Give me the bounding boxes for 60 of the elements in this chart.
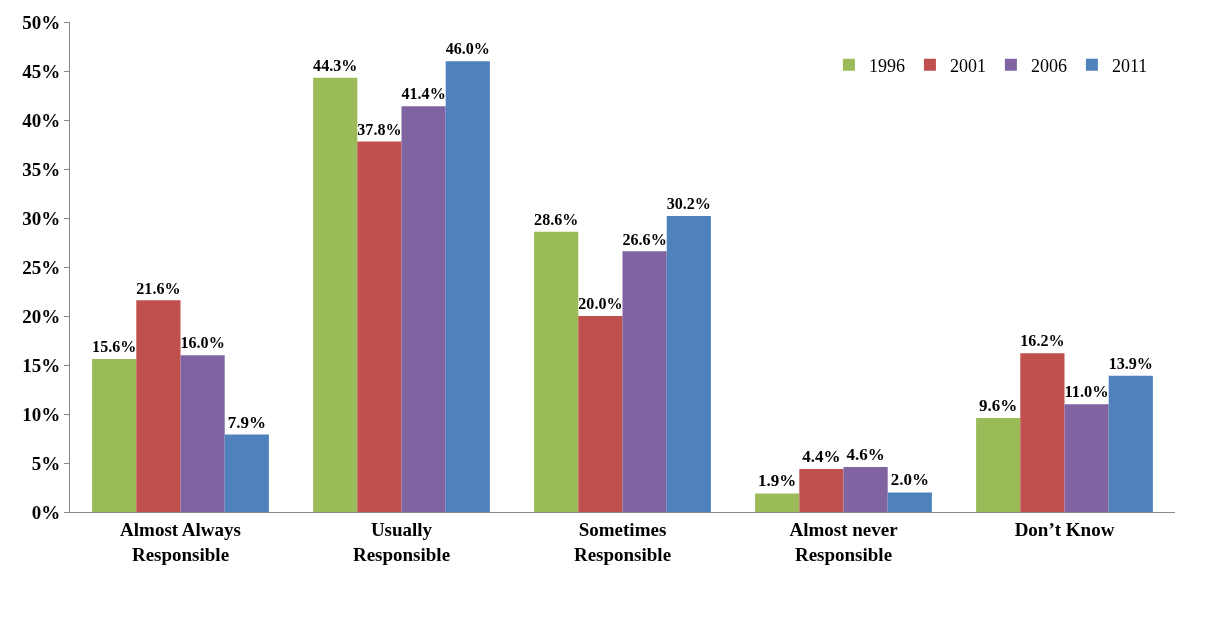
bar: [224, 434, 269, 512]
data-label: 4.4%: [802, 446, 841, 466]
bar: [1064, 404, 1109, 512]
y-tick-label: 25%: [22, 256, 61, 278]
data-label: 37.8%: [357, 120, 402, 138]
bar: [622, 251, 667, 512]
y-tick-label: 35%: [22, 158, 61, 180]
data-label: 9.6%: [979, 395, 1018, 415]
y-tick-label: 10%: [22, 403, 61, 425]
data-label: 21.6%: [136, 279, 181, 297]
x-tick-label: Usually Responsible: [352, 518, 451, 565]
bar: [755, 493, 800, 512]
legend-label: 2006: [1030, 55, 1067, 76]
bar: [445, 61, 490, 512]
y-tick-label: 20%: [22, 305, 61, 327]
y-tick-label: 30%: [22, 207, 61, 229]
x-tick-label: Don’t Know: [1014, 518, 1115, 540]
bar: [401, 106, 446, 512]
y-tick-label: 15%: [22, 354, 61, 376]
data-label: 41.4%: [401, 85, 446, 103]
legend-label: 2011: [1111, 55, 1148, 76]
y-tick-label: 0%: [31, 501, 61, 523]
x-tick-label: Almost never Responsible: [789, 518, 899, 565]
data-label: 30.2%: [666, 195, 711, 213]
y-tick-label: 40%: [22, 109, 61, 131]
data-label: 15.6%: [92, 338, 137, 356]
bar: [843, 466, 888, 512]
bar: [313, 77, 358, 512]
bar: [534, 231, 579, 512]
bar: [976, 417, 1021, 512]
x-tick-label: Almost Always Responsible: [120, 518, 241, 565]
bar: [357, 141, 402, 512]
bar: [666, 216, 711, 512]
data-label: 7.9%: [227, 412, 266, 432]
y-tick-label: 45%: [22, 60, 61, 82]
data-label: 16.2%: [1020, 332, 1065, 350]
data-label: 46.0%: [445, 40, 490, 58]
bar: [92, 359, 137, 512]
bar: [1108, 375, 1153, 512]
x-tick-label: Sometimes Responsible: [573, 518, 672, 565]
y-tick-label: 50%: [22, 11, 61, 33]
y-tick-label: 5%: [31, 452, 61, 474]
data-label: 1.9%: [758, 471, 797, 491]
data-label: 28.6%: [534, 210, 579, 228]
data-label: 2.0%: [890, 470, 929, 490]
data-label: 13.9%: [1108, 355, 1153, 372]
bar: [136, 300, 181, 512]
data-label: 20.0%: [578, 295, 623, 313]
legend-label: 1996: [868, 55, 905, 76]
bar: [578, 316, 623, 512]
bar: [180, 355, 225, 512]
data-label: 44.3%: [313, 57, 358, 75]
data-label: 16.0%: [180, 334, 225, 352]
bar: [799, 468, 844, 512]
bar: [1020, 353, 1065, 512]
data-label: 11.0%: [1064, 382, 1109, 402]
data-label: 26.6%: [622, 230, 667, 248]
data-label: 4.6%: [846, 444, 885, 464]
bar: [887, 492, 932, 512]
legend-label: 2001: [949, 55, 986, 76]
